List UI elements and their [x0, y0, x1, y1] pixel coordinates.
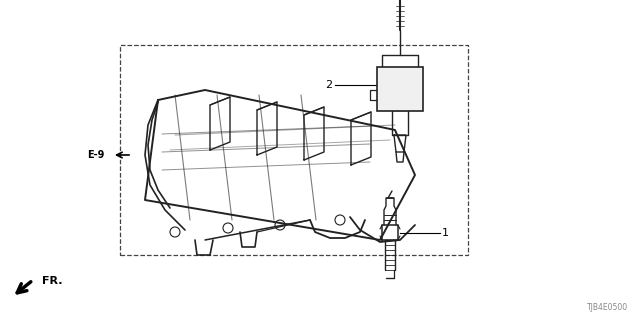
- Circle shape: [335, 215, 345, 225]
- Text: E-9: E-9: [88, 150, 105, 160]
- Text: FR.: FR.: [42, 276, 63, 286]
- Bar: [120, 45, 468, 255]
- Circle shape: [170, 227, 180, 237]
- Circle shape: [275, 220, 285, 230]
- Text: 1: 1: [442, 228, 449, 238]
- Text: TJB4E0500: TJB4E0500: [587, 303, 628, 312]
- FancyBboxPatch shape: [377, 67, 423, 111]
- Text: 2: 2: [325, 80, 332, 90]
- Circle shape: [223, 223, 233, 233]
